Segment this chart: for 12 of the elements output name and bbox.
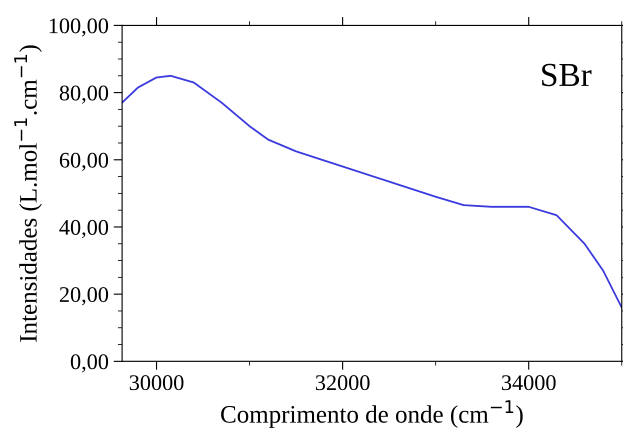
- y-tick-label: 100,00: [50, 18, 108, 37]
- y-axis-title: Intensidades (L.mol$^{−1}$.cm$^{−1}$): [14, 45, 42, 342]
- y-tick-label: 20,00: [60, 287, 108, 306]
- x-tick-label: 34000: [502, 375, 556, 390]
- y-tick-label: 0,00: [70, 354, 108, 372]
- x-tick-label: 30000: [130, 375, 184, 390]
- annotation: SBr: [542, 64, 592, 86]
- y-tick-label: 40,00: [59, 220, 108, 238]
- y-tick-label: 60,00: [60, 152, 108, 171]
- x-axis-title: Comprimento de onde (cm$^{−1}$): [221, 400, 523, 428]
- x-tick-label: 32000: [316, 375, 370, 390]
- y-tick-label: 80,00: [60, 86, 108, 104]
